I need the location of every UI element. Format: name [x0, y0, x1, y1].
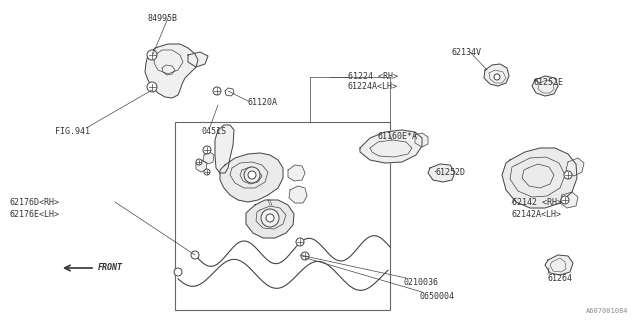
Polygon shape [215, 125, 234, 173]
Text: 61252E: 61252E [534, 78, 564, 87]
Polygon shape [288, 165, 305, 181]
Circle shape [147, 50, 157, 60]
Text: 62134V: 62134V [452, 48, 482, 57]
Circle shape [203, 146, 211, 154]
Text: FIG.941: FIG.941 [55, 127, 90, 136]
Text: 61224 <RH>: 61224 <RH> [348, 72, 398, 81]
Polygon shape [203, 152, 214, 164]
Polygon shape [545, 255, 573, 275]
Circle shape [296, 238, 304, 246]
Bar [175, 122, 390, 310]
Circle shape [191, 251, 199, 259]
Polygon shape [289, 186, 307, 203]
Circle shape [147, 82, 157, 92]
Circle shape [561, 196, 569, 204]
Circle shape [261, 209, 279, 227]
Text: 61252D: 61252D [435, 168, 465, 177]
Text: A607001084: A607001084 [586, 308, 628, 314]
Polygon shape [360, 130, 422, 163]
Circle shape [174, 268, 182, 276]
Polygon shape [188, 52, 208, 67]
Circle shape [213, 87, 221, 95]
Text: 61120A: 61120A [248, 98, 278, 107]
Text: FRONT: FRONT [98, 263, 123, 273]
Polygon shape [246, 200, 294, 238]
Text: 0210036: 0210036 [404, 278, 439, 287]
Text: 62176E<LH>: 62176E<LH> [10, 210, 60, 219]
Polygon shape [484, 64, 509, 86]
Text: 61160E*A: 61160E*A [378, 132, 418, 141]
Circle shape [494, 74, 500, 80]
Text: 61264: 61264 [548, 274, 573, 283]
Circle shape [248, 171, 256, 179]
Polygon shape [428, 164, 455, 182]
Text: 62142 <RH>: 62142 <RH> [512, 198, 562, 207]
Circle shape [196, 159, 202, 165]
Polygon shape [268, 200, 272, 205]
Text: 62142A<LH>: 62142A<LH> [512, 210, 562, 219]
Circle shape [244, 167, 260, 183]
Polygon shape [145, 44, 198, 98]
Circle shape [301, 252, 309, 260]
Circle shape [204, 169, 210, 175]
Circle shape [564, 171, 572, 179]
Text: 0650004: 0650004 [420, 292, 455, 301]
Polygon shape [532, 76, 558, 96]
Circle shape [266, 214, 274, 222]
Text: 0451S: 0451S [202, 127, 227, 136]
Polygon shape [415, 133, 428, 147]
Text: 61224A<LH>: 61224A<LH> [348, 82, 398, 91]
Polygon shape [220, 153, 283, 202]
Text: 84995B: 84995B [148, 14, 178, 23]
Polygon shape [502, 148, 577, 208]
Polygon shape [560, 192, 578, 208]
Text: 62176D<RH>: 62176D<RH> [10, 198, 60, 207]
Polygon shape [196, 160, 207, 172]
Polygon shape [566, 158, 584, 176]
